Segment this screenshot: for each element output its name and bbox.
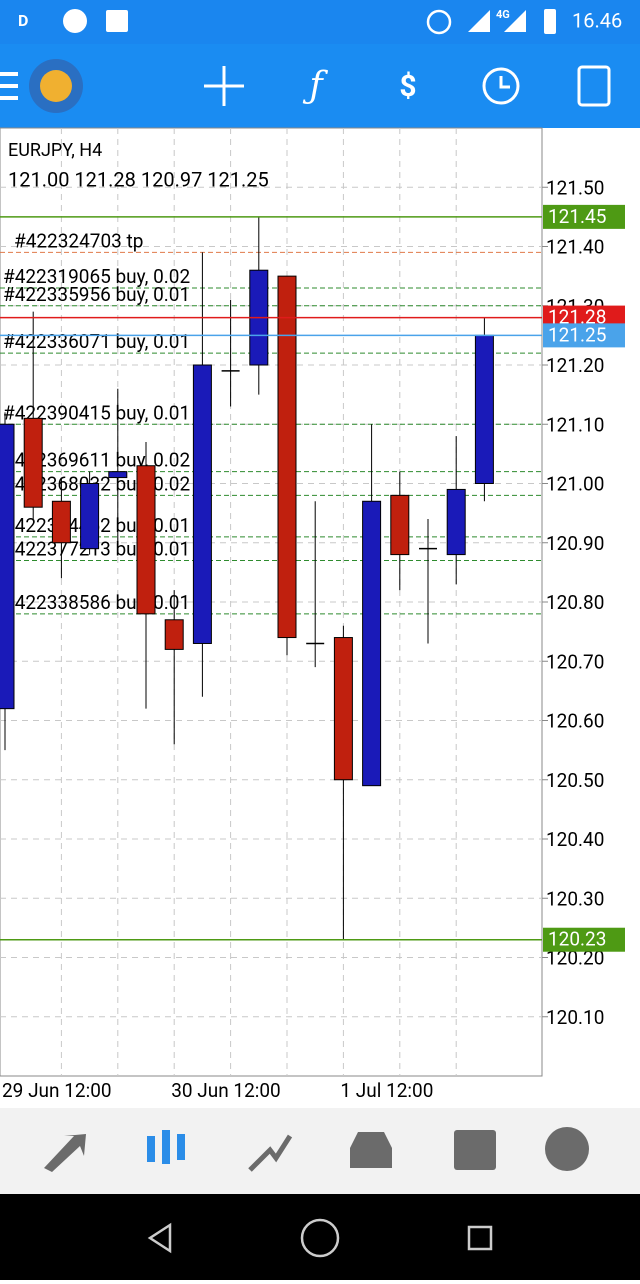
candle-body bbox=[80, 483, 100, 550]
candle-body bbox=[0, 423, 15, 710]
candle-body bbox=[108, 471, 128, 479]
candle-body bbox=[333, 637, 353, 781]
gallery-icon bbox=[106, 10, 128, 32]
candle-body bbox=[136, 465, 156, 615]
price-level-label: 121.45 bbox=[548, 205, 606, 228]
period-button[interactable] bbox=[482, 67, 520, 105]
ohlc-label: 121.00 121.28 120.97 121.25 bbox=[8, 167, 269, 191]
x-tick-label: 30 Jun 12:00 bbox=[171, 1079, 281, 1102]
trade-tab[interactable] bbox=[248, 1134, 293, 1172]
y-tick-label: 121.10 bbox=[546, 413, 604, 436]
y-tick-label: 121.40 bbox=[546, 236, 604, 259]
status-icons: D bbox=[18, 9, 556, 35]
history-tab[interactable] bbox=[350, 1132, 392, 1168]
price-level-tag bbox=[543, 323, 625, 348]
order-label: #422335956 buy, 0.01 bbox=[3, 283, 190, 306]
order-label: #422338586 buy, 0.01 bbox=[3, 591, 190, 614]
app-logo-inner bbox=[40, 70, 72, 102]
app-icon: D bbox=[18, 11, 28, 30]
price-level-tag bbox=[543, 927, 625, 952]
y-tick-label: 120.40 bbox=[546, 828, 604, 851]
bottom-nav bbox=[0, 1108, 640, 1194]
chat-tab[interactable] bbox=[545, 1127, 589, 1171]
alarm-icon bbox=[426, 9, 452, 35]
x-tick-label: 29 Jun 12:00 bbox=[2, 1079, 112, 1102]
y-tick-label: 120.50 bbox=[546, 769, 604, 792]
y-tick-label: 120.20 bbox=[546, 947, 604, 970]
signal-icon bbox=[468, 10, 490, 32]
network-type: 4G bbox=[496, 8, 510, 21]
y-tick-label: 120.70 bbox=[546, 650, 604, 673]
candle-body bbox=[23, 417, 43, 508]
symbol-label: EURJPY, H4 bbox=[8, 140, 102, 161]
candle-body bbox=[474, 334, 494, 484]
menu-button[interactable] bbox=[0, 72, 18, 100]
order-label: #422336071 buy, 0.01 bbox=[3, 330, 190, 353]
signal-icon-2 bbox=[504, 10, 526, 32]
order-label: #422319065 buy, 0.02 bbox=[3, 265, 190, 288]
clock: 16.46 bbox=[572, 8, 622, 32]
candle-body bbox=[192, 364, 212, 644]
price-level-label: 121.25 bbox=[548, 323, 606, 346]
quotes-tab[interactable] bbox=[44, 1134, 86, 1172]
price-level-label: 121.28 bbox=[548, 306, 606, 329]
candle-body bbox=[446, 488, 466, 556]
order-label: #422324703 tp bbox=[14, 229, 143, 252]
y-tick-label: 120.10 bbox=[546, 1006, 604, 1029]
new-order-button[interactable] bbox=[577, 65, 611, 107]
facebook-icon bbox=[63, 9, 87, 33]
y-tick-label: 121.00 bbox=[546, 473, 604, 496]
crosshair-button[interactable] bbox=[204, 66, 244, 106]
candle-body bbox=[164, 619, 184, 650]
y-tick-label: 120.60 bbox=[546, 710, 604, 733]
candle-body bbox=[277, 275, 297, 639]
order-label: #422390415 buy, 0.01 bbox=[3, 401, 190, 424]
y-tick-label: 121.20 bbox=[546, 354, 604, 377]
recents-button[interactable] bbox=[467, 1225, 493, 1251]
home-button[interactable] bbox=[300, 1218, 340, 1258]
price-level-tag bbox=[543, 204, 625, 229]
news-tab[interactable] bbox=[454, 1130, 496, 1170]
y-tick-label: 121.50 bbox=[546, 176, 604, 199]
candle-body bbox=[390, 494, 410, 556]
period-hand bbox=[499, 76, 510, 89]
candle-body bbox=[362, 500, 382, 787]
chart-tab[interactable] bbox=[147, 1130, 185, 1164]
back-button[interactable] bbox=[147, 1222, 172, 1254]
candle-body bbox=[51, 500, 71, 544]
price-level-label: 120.23 bbox=[548, 928, 606, 951]
y-tick-label: 120.80 bbox=[546, 591, 604, 614]
y-tick-label: 120.90 bbox=[546, 532, 604, 555]
bottom-nav-icons bbox=[44, 1127, 589, 1172]
plot: #422324703 tp #422319065 buy, 0.02#422335… bbox=[0, 128, 542, 1076]
trade-button[interactable]: $ bbox=[399, 69, 416, 104]
x-tick-label: 1 Jul 12:00 bbox=[340, 1079, 433, 1102]
system-nav bbox=[0, 1194, 640, 1280]
y-tick-label: 120.30 bbox=[546, 887, 604, 910]
battery-icon bbox=[544, 9, 556, 34]
toolbar bbox=[0, 44, 640, 128]
